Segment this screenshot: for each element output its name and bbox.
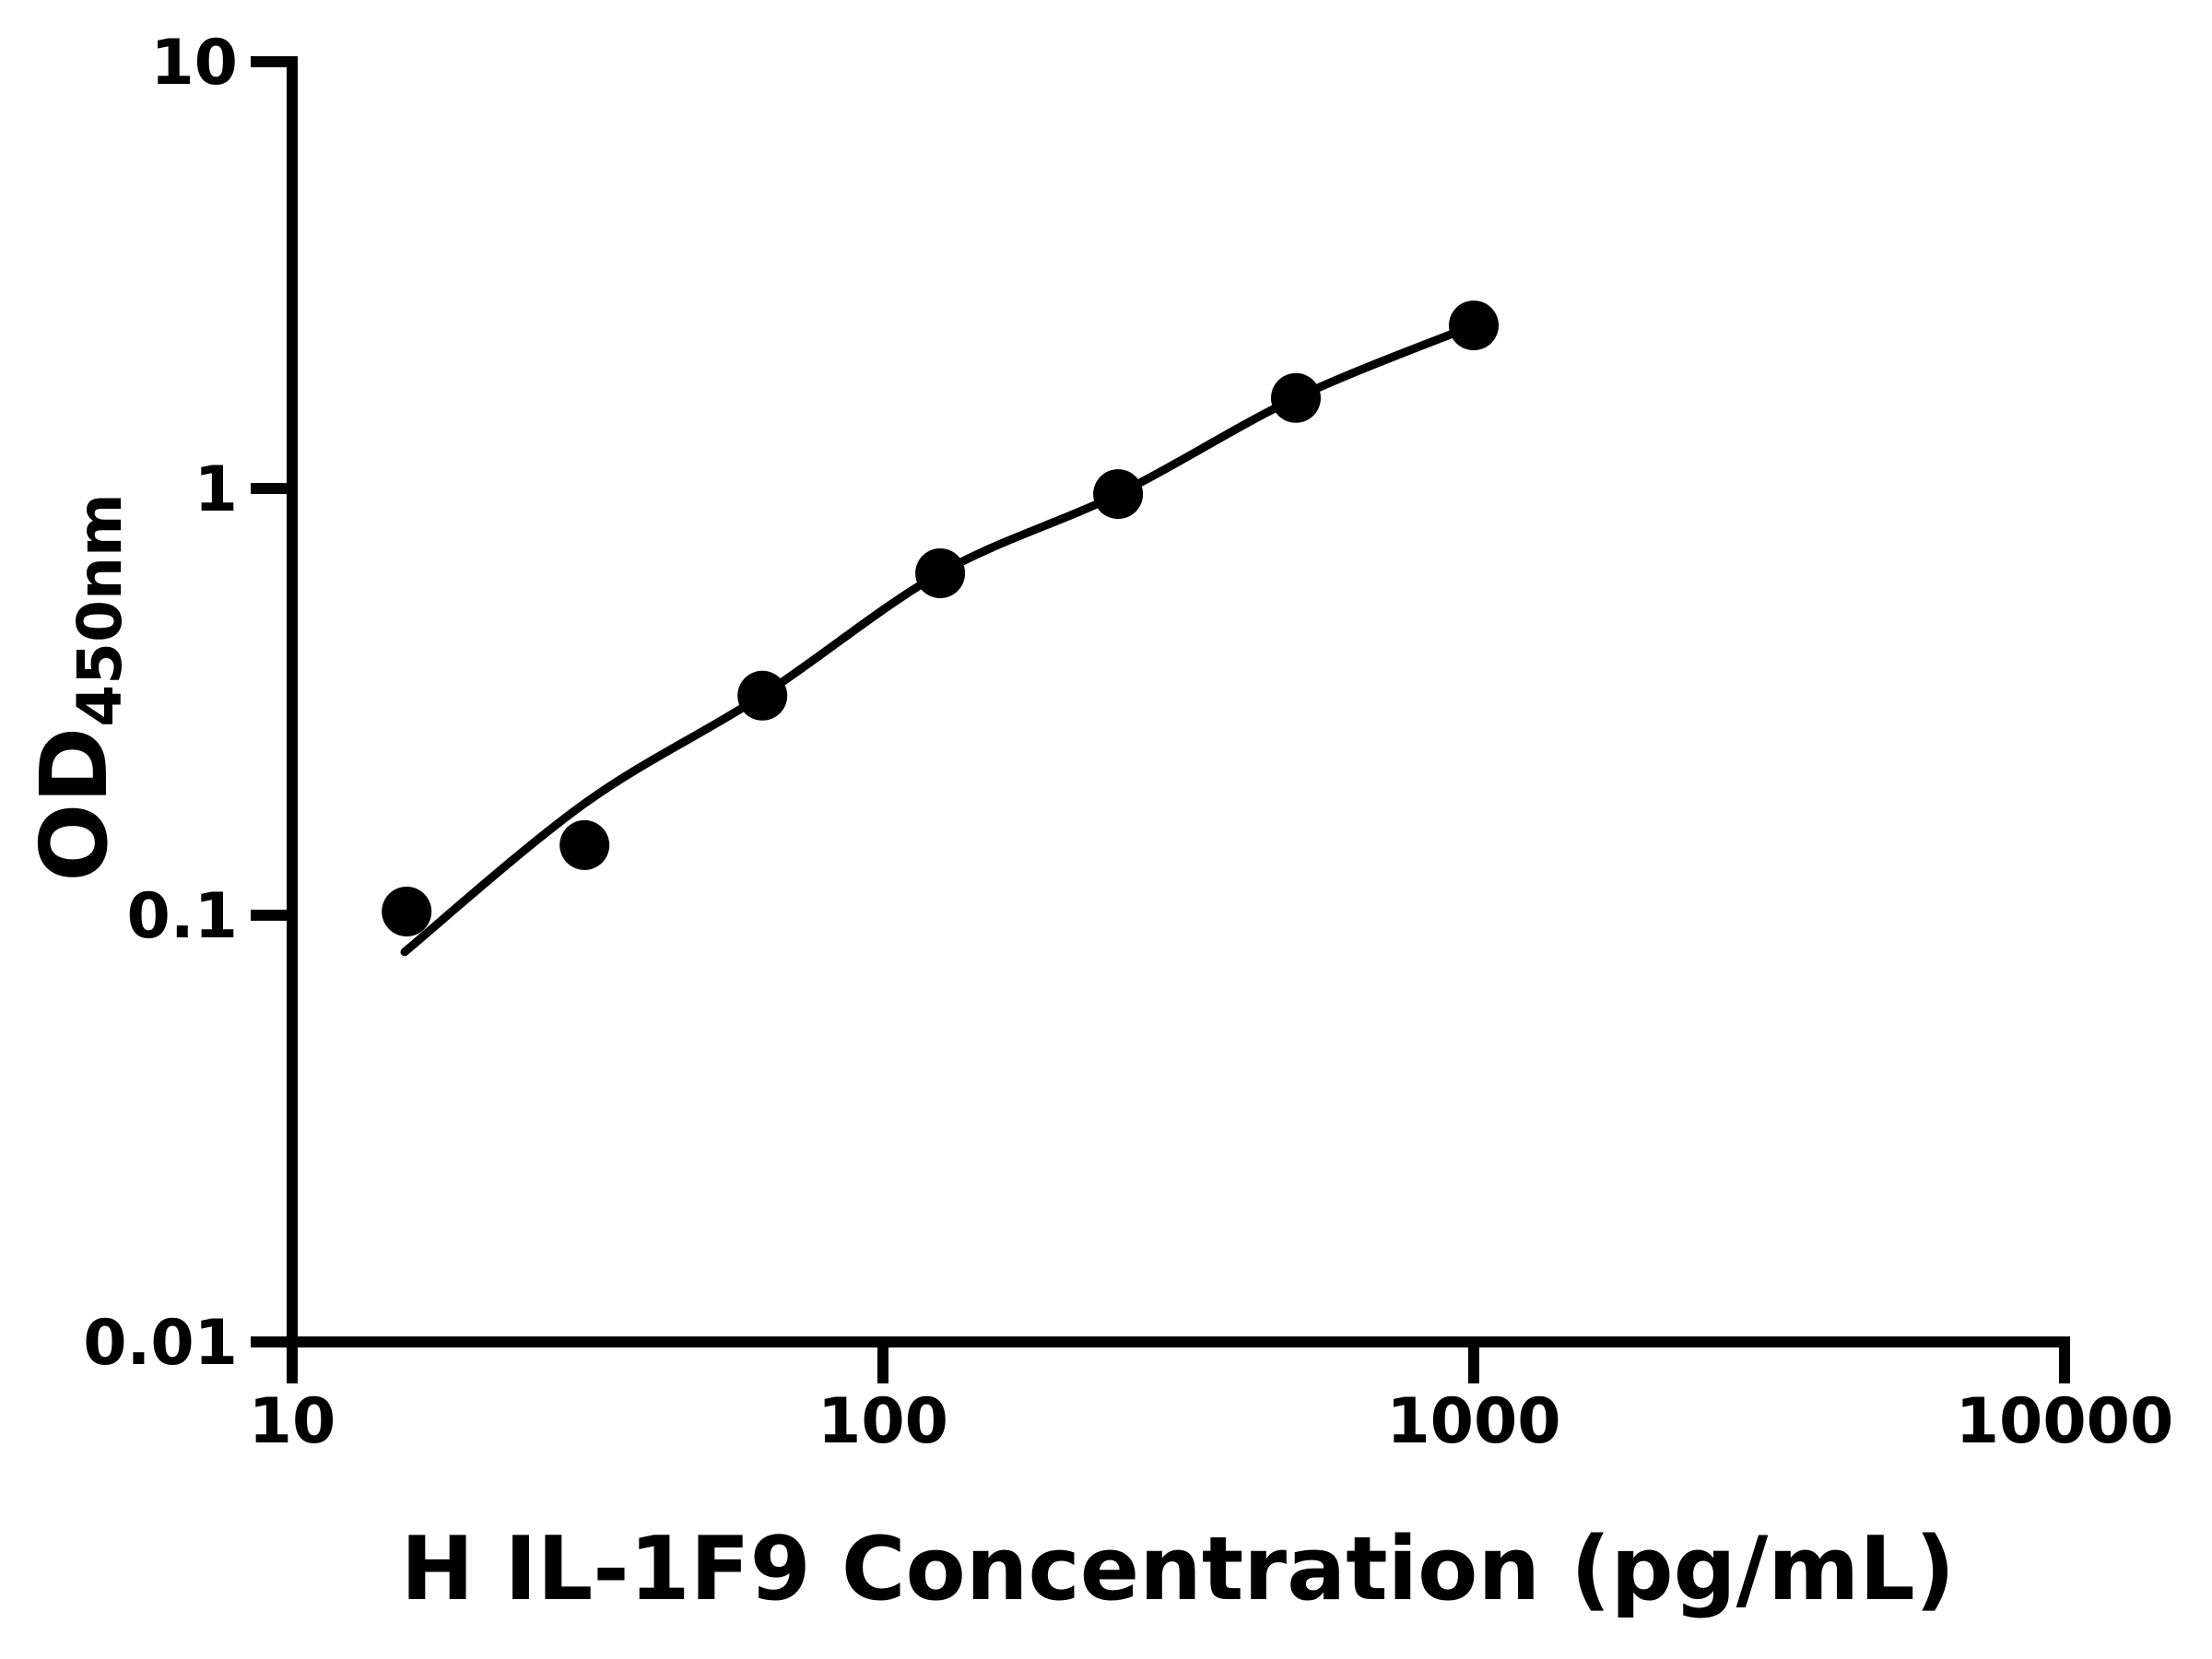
y-tick-label: 1 [194,453,238,526]
axes [287,56,2070,1347]
axis-spine [287,56,2070,1347]
data-point [1449,300,1499,351]
y-axis-title-subscript: 450nm [65,493,135,727]
data-point [915,548,966,598]
data-series [382,300,1499,957]
x-tick-label: 100 [818,1385,948,1458]
y-tick-label: 0.1 [127,880,238,953]
data-point [559,819,610,870]
y-axis-title-main: OD [20,727,128,882]
x-tick-label: 10 [249,1385,336,1458]
data-point [382,887,432,936]
y-axis-title: OD450nm [20,493,135,882]
y-tick-label: 10 [150,27,238,100]
data-point [737,670,788,721]
x-tick-label: 10000 [1956,1385,2174,1458]
x-axis-title: H IL-1F9 Concentration (pg/mL) [401,1519,1955,1620]
axis-tick-labels: 10 100 1000 10000 10 1 0.1 0.01 [83,27,2173,1458]
axis-ticks [251,56,2070,1383]
data-point [1271,372,1321,423]
x-tick-label: 1000 [1386,1385,1560,1458]
y-tick-label: 0.01 [83,1307,238,1380]
data-point [1093,469,1144,520]
